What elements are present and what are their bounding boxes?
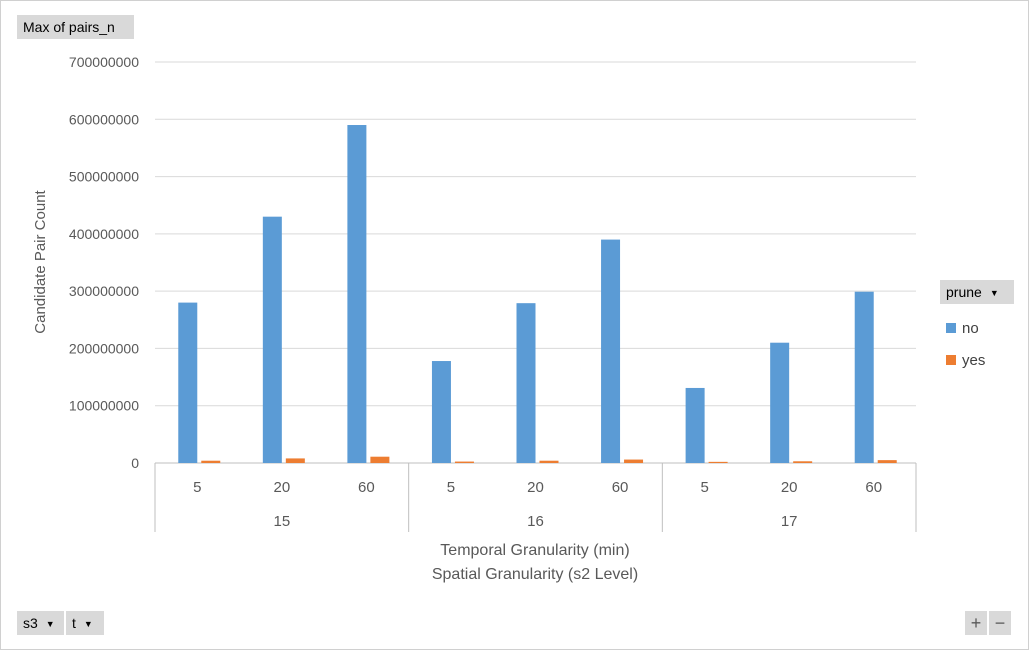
x-tick-label: 20: [273, 479, 290, 496]
bar-yes: [539, 460, 559, 463]
x-group-label: 16: [527, 513, 544, 530]
legend-field-label: prune: [946, 284, 982, 300]
y-axis-title: Candidate Pair Count: [32, 189, 49, 333]
y-tick-label: 300000000: [69, 283, 139, 299]
bar-yes: [877, 460, 897, 463]
collapse-button[interactable]: −: [989, 611, 1011, 635]
x-group-label: 17: [781, 513, 798, 530]
legend-swatch-no: [946, 323, 956, 333]
legend-label-yes: yes: [962, 351, 986, 369]
axis-field-label-t: t: [72, 615, 76, 631]
y-tick-label: 600000000: [69, 111, 139, 127]
chevron-down-icon: ▼: [989, 288, 999, 299]
bar-no: [262, 216, 282, 463]
x-tick-label: 60: [612, 479, 629, 496]
minus-icon: −: [994, 613, 1006, 633]
bar-yes: [454, 461, 474, 463]
x-tick-label: 60: [865, 479, 882, 496]
x-tick-label: 20: [527, 479, 544, 496]
y-tick-label: 400000000: [69, 226, 139, 242]
bar-yes: [370, 456, 390, 463]
bars: [178, 125, 897, 463]
y-tick-label: 700000000: [69, 54, 139, 70]
bar-yes: [624, 459, 644, 463]
bar-no: [854, 291, 874, 463]
axis-field-label-s3: s3: [23, 615, 38, 631]
x-tick-label: 60: [358, 479, 375, 496]
y-tick-label: 100000000: [69, 398, 139, 414]
x-axis-title-line-2: Spatial Granularity (s2 Level): [432, 566, 638, 583]
bar-no: [685, 387, 705, 463]
x-tick-label: 20: [781, 479, 798, 496]
expand-button[interactable]: +: [965, 611, 987, 635]
legend-field-button[interactable]: prune ▼: [940, 280, 1014, 304]
chevron-down-icon: ▼: [83, 619, 93, 630]
bar-yes: [285, 458, 305, 463]
y-tick-label: 200000000: [69, 340, 139, 356]
value-field-label: Max of pairs_n: [23, 19, 115, 35]
bar-no: [178, 302, 198, 463]
legend: no yes: [946, 312, 985, 376]
bar-no: [770, 342, 790, 463]
x-axis: 5 20 60 15 5 20 60 16 5 20 60 17: [154, 463, 917, 532]
bar-no: [601, 239, 621, 463]
bar-yes: [793, 461, 813, 463]
legend-label-no: no: [962, 319, 979, 337]
axis-field-button-t[interactable]: t ▼: [66, 611, 104, 635]
y-tick-label: 500000000: [69, 169, 139, 185]
x-group-label: 15: [273, 513, 290, 530]
legend-item-yes: yes: [946, 344, 985, 376]
value-field-button[interactable]: Max of pairs_n: [17, 15, 134, 39]
x-tick-label: 5: [193, 479, 201, 496]
bar-yes: [708, 461, 728, 463]
y-tick-labels: 0 100000000 200000000 300000000 400000000 500…: [69, 54, 139, 471]
bar-yes: [201, 460, 221, 463]
bar-no: [516, 303, 536, 463]
axis-field-button-s3[interactable]: s3 ▼: [17, 611, 64, 635]
x-axis-title-line-1: Temporal Granularity (min): [440, 542, 629, 559]
y-tick-label: 0: [131, 455, 139, 471]
x-tick-label: 5: [700, 479, 708, 496]
x-tick-label: 5: [447, 479, 455, 496]
legend-item-no: no: [946, 312, 985, 344]
bar-no: [431, 361, 451, 463]
bar-no: [347, 125, 367, 463]
plus-icon: +: [970, 613, 982, 633]
legend-swatch-yes: [946, 355, 956, 365]
chevron-down-icon: ▼: [45, 619, 55, 630]
